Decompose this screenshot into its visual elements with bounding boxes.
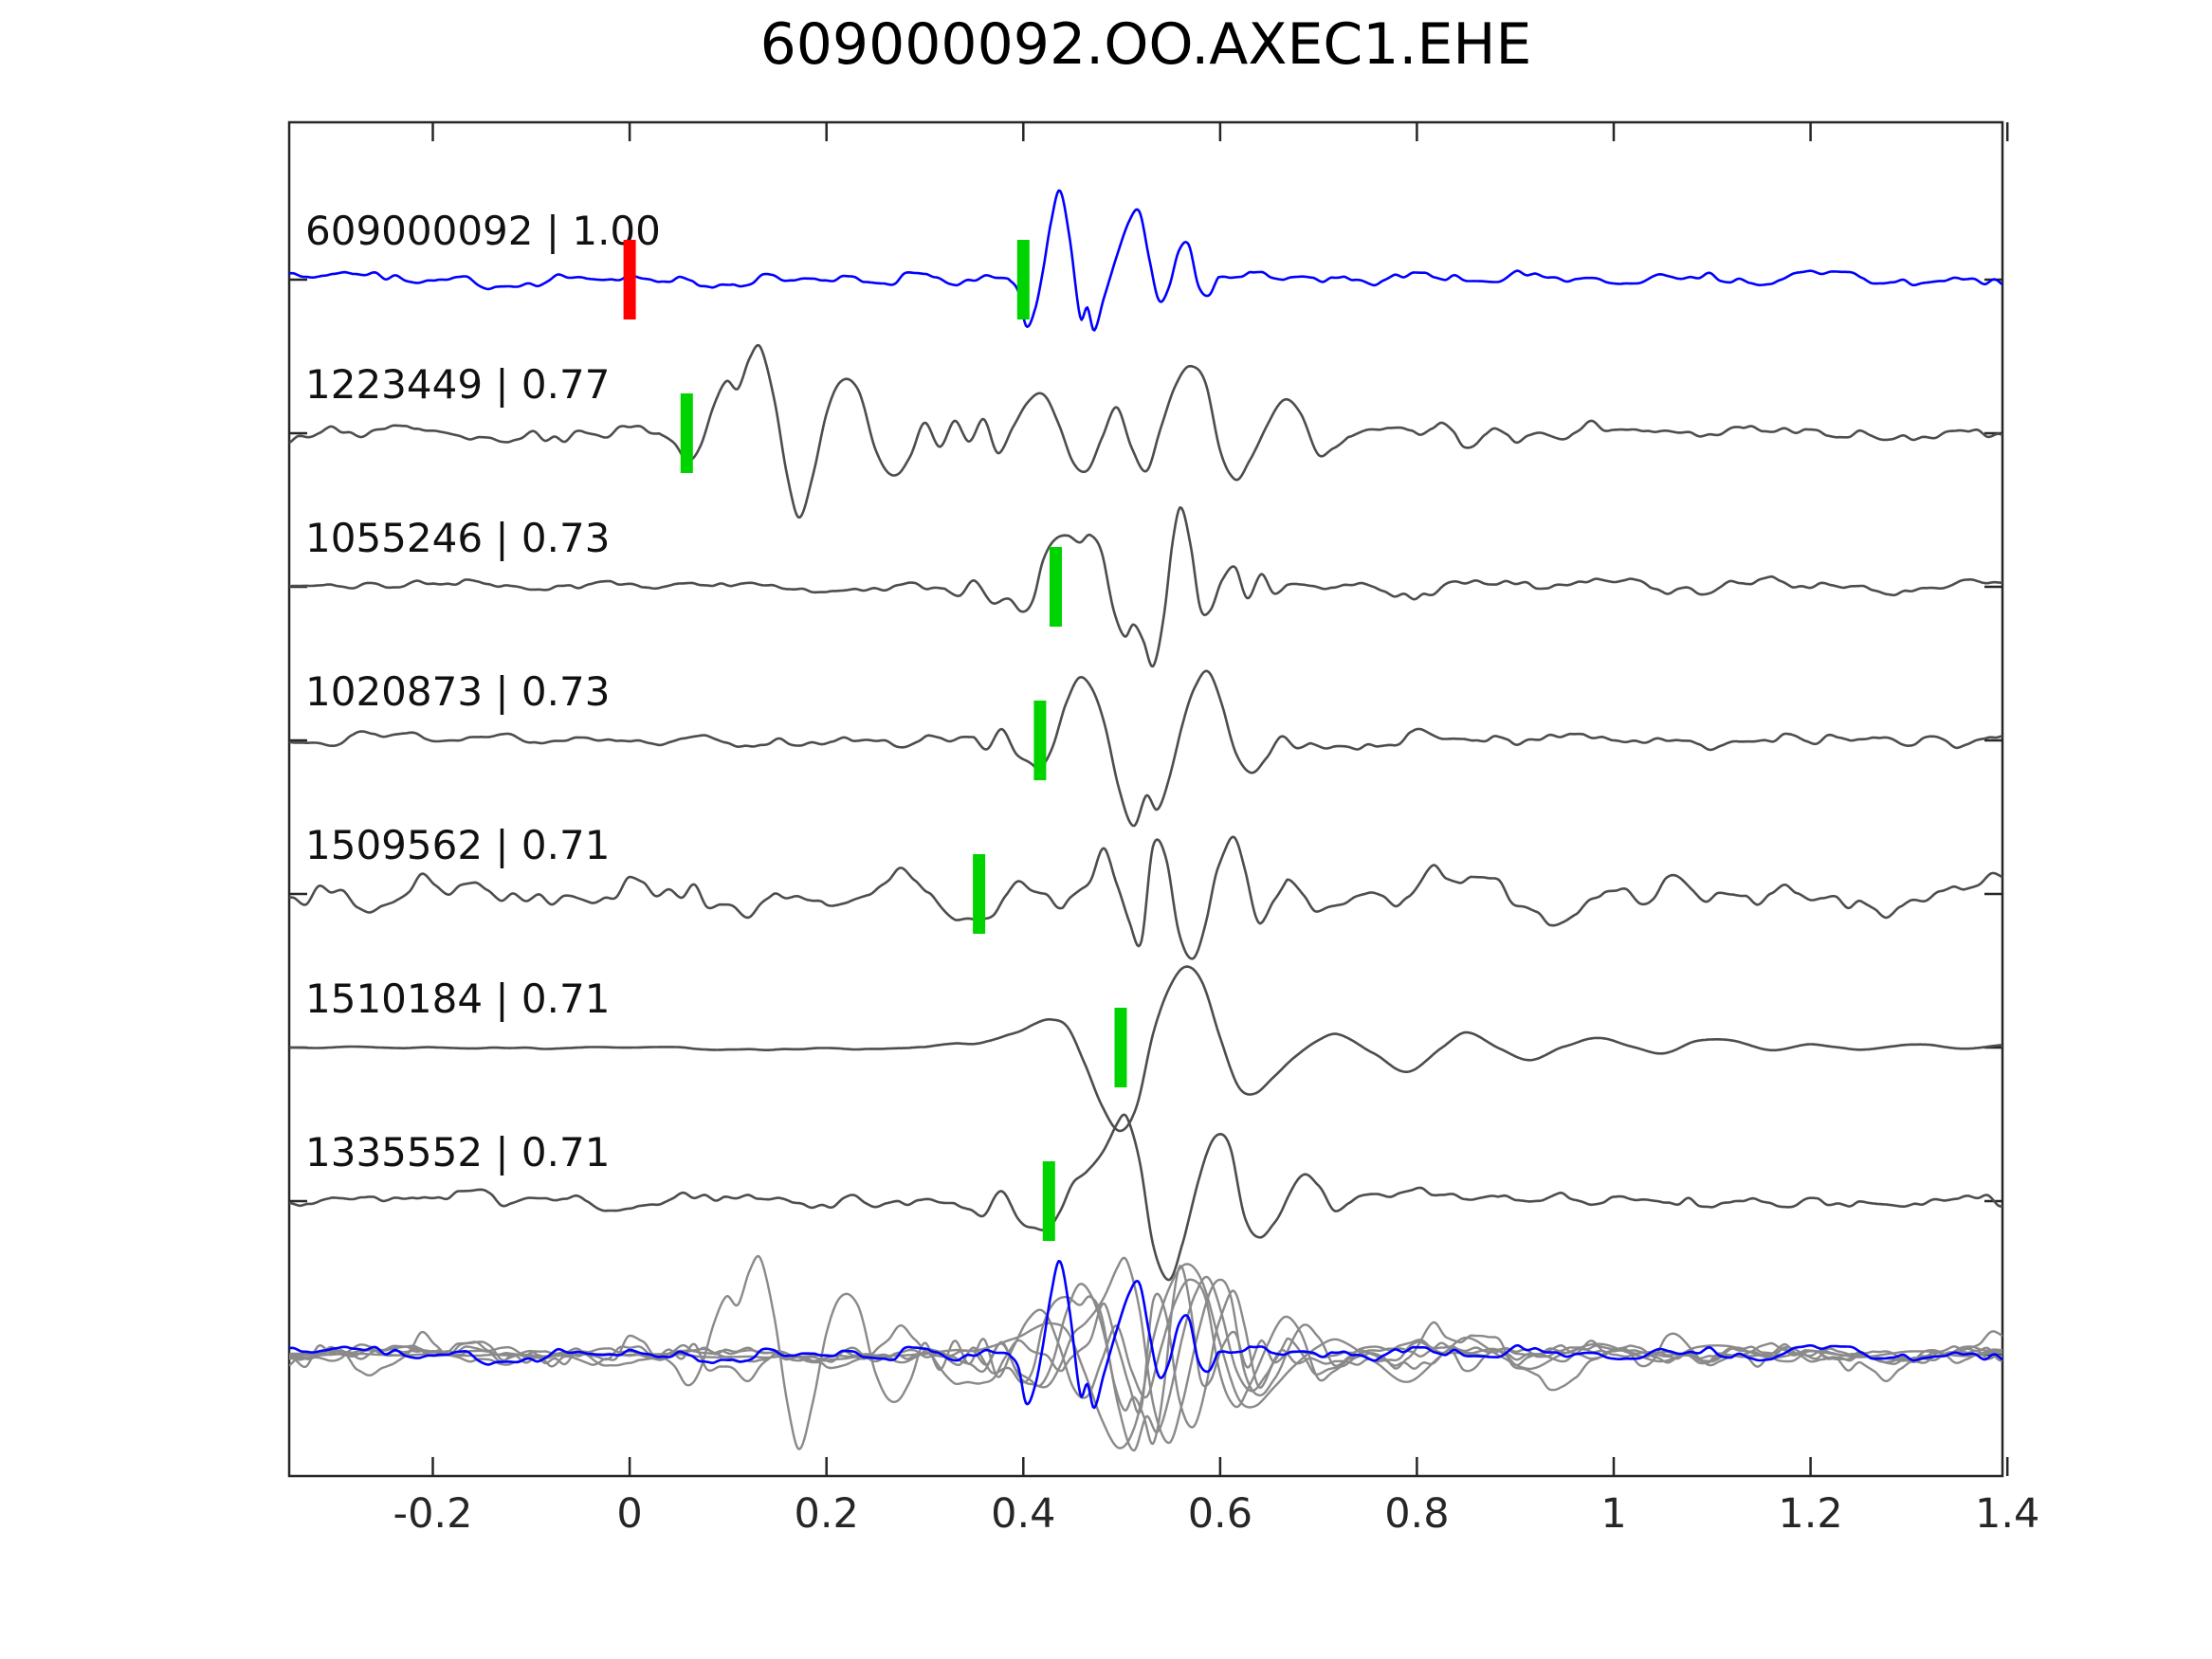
x-tick-label: 1.2 xyxy=(1778,1490,1843,1538)
trace-label-detection-5: 1510184 | 0.71 xyxy=(305,975,611,1022)
trace-label-detection-1: 1223449 | 0.77 xyxy=(305,361,611,408)
x-tick-label: 0.6 xyxy=(1187,1490,1253,1538)
x-tick-label: 0.4 xyxy=(991,1490,1056,1538)
trace-label-template: 609000092 | 1.00 xyxy=(305,208,661,254)
plot-title: 609000092.OO.AXEC1.EHE xyxy=(759,11,1532,78)
trace-label-detection-2: 1055246 | 0.73 xyxy=(305,515,611,561)
x-tick-label: 0.8 xyxy=(1384,1490,1450,1538)
x-tick-label: 0 xyxy=(616,1490,643,1538)
trace-label-detection-6: 1335552 | 0.71 xyxy=(305,1129,611,1176)
x-tick-label: 0.2 xyxy=(794,1490,859,1538)
x-tick-label: -0.2 xyxy=(393,1490,473,1538)
trace-label-detection-4: 1509562 | 0.71 xyxy=(305,822,611,868)
trace-label-detection-3: 1020873 | 0.73 xyxy=(305,668,611,715)
x-tick-label: 1 xyxy=(1600,1490,1627,1538)
x-tick-label: 1.4 xyxy=(1974,1490,2040,1538)
